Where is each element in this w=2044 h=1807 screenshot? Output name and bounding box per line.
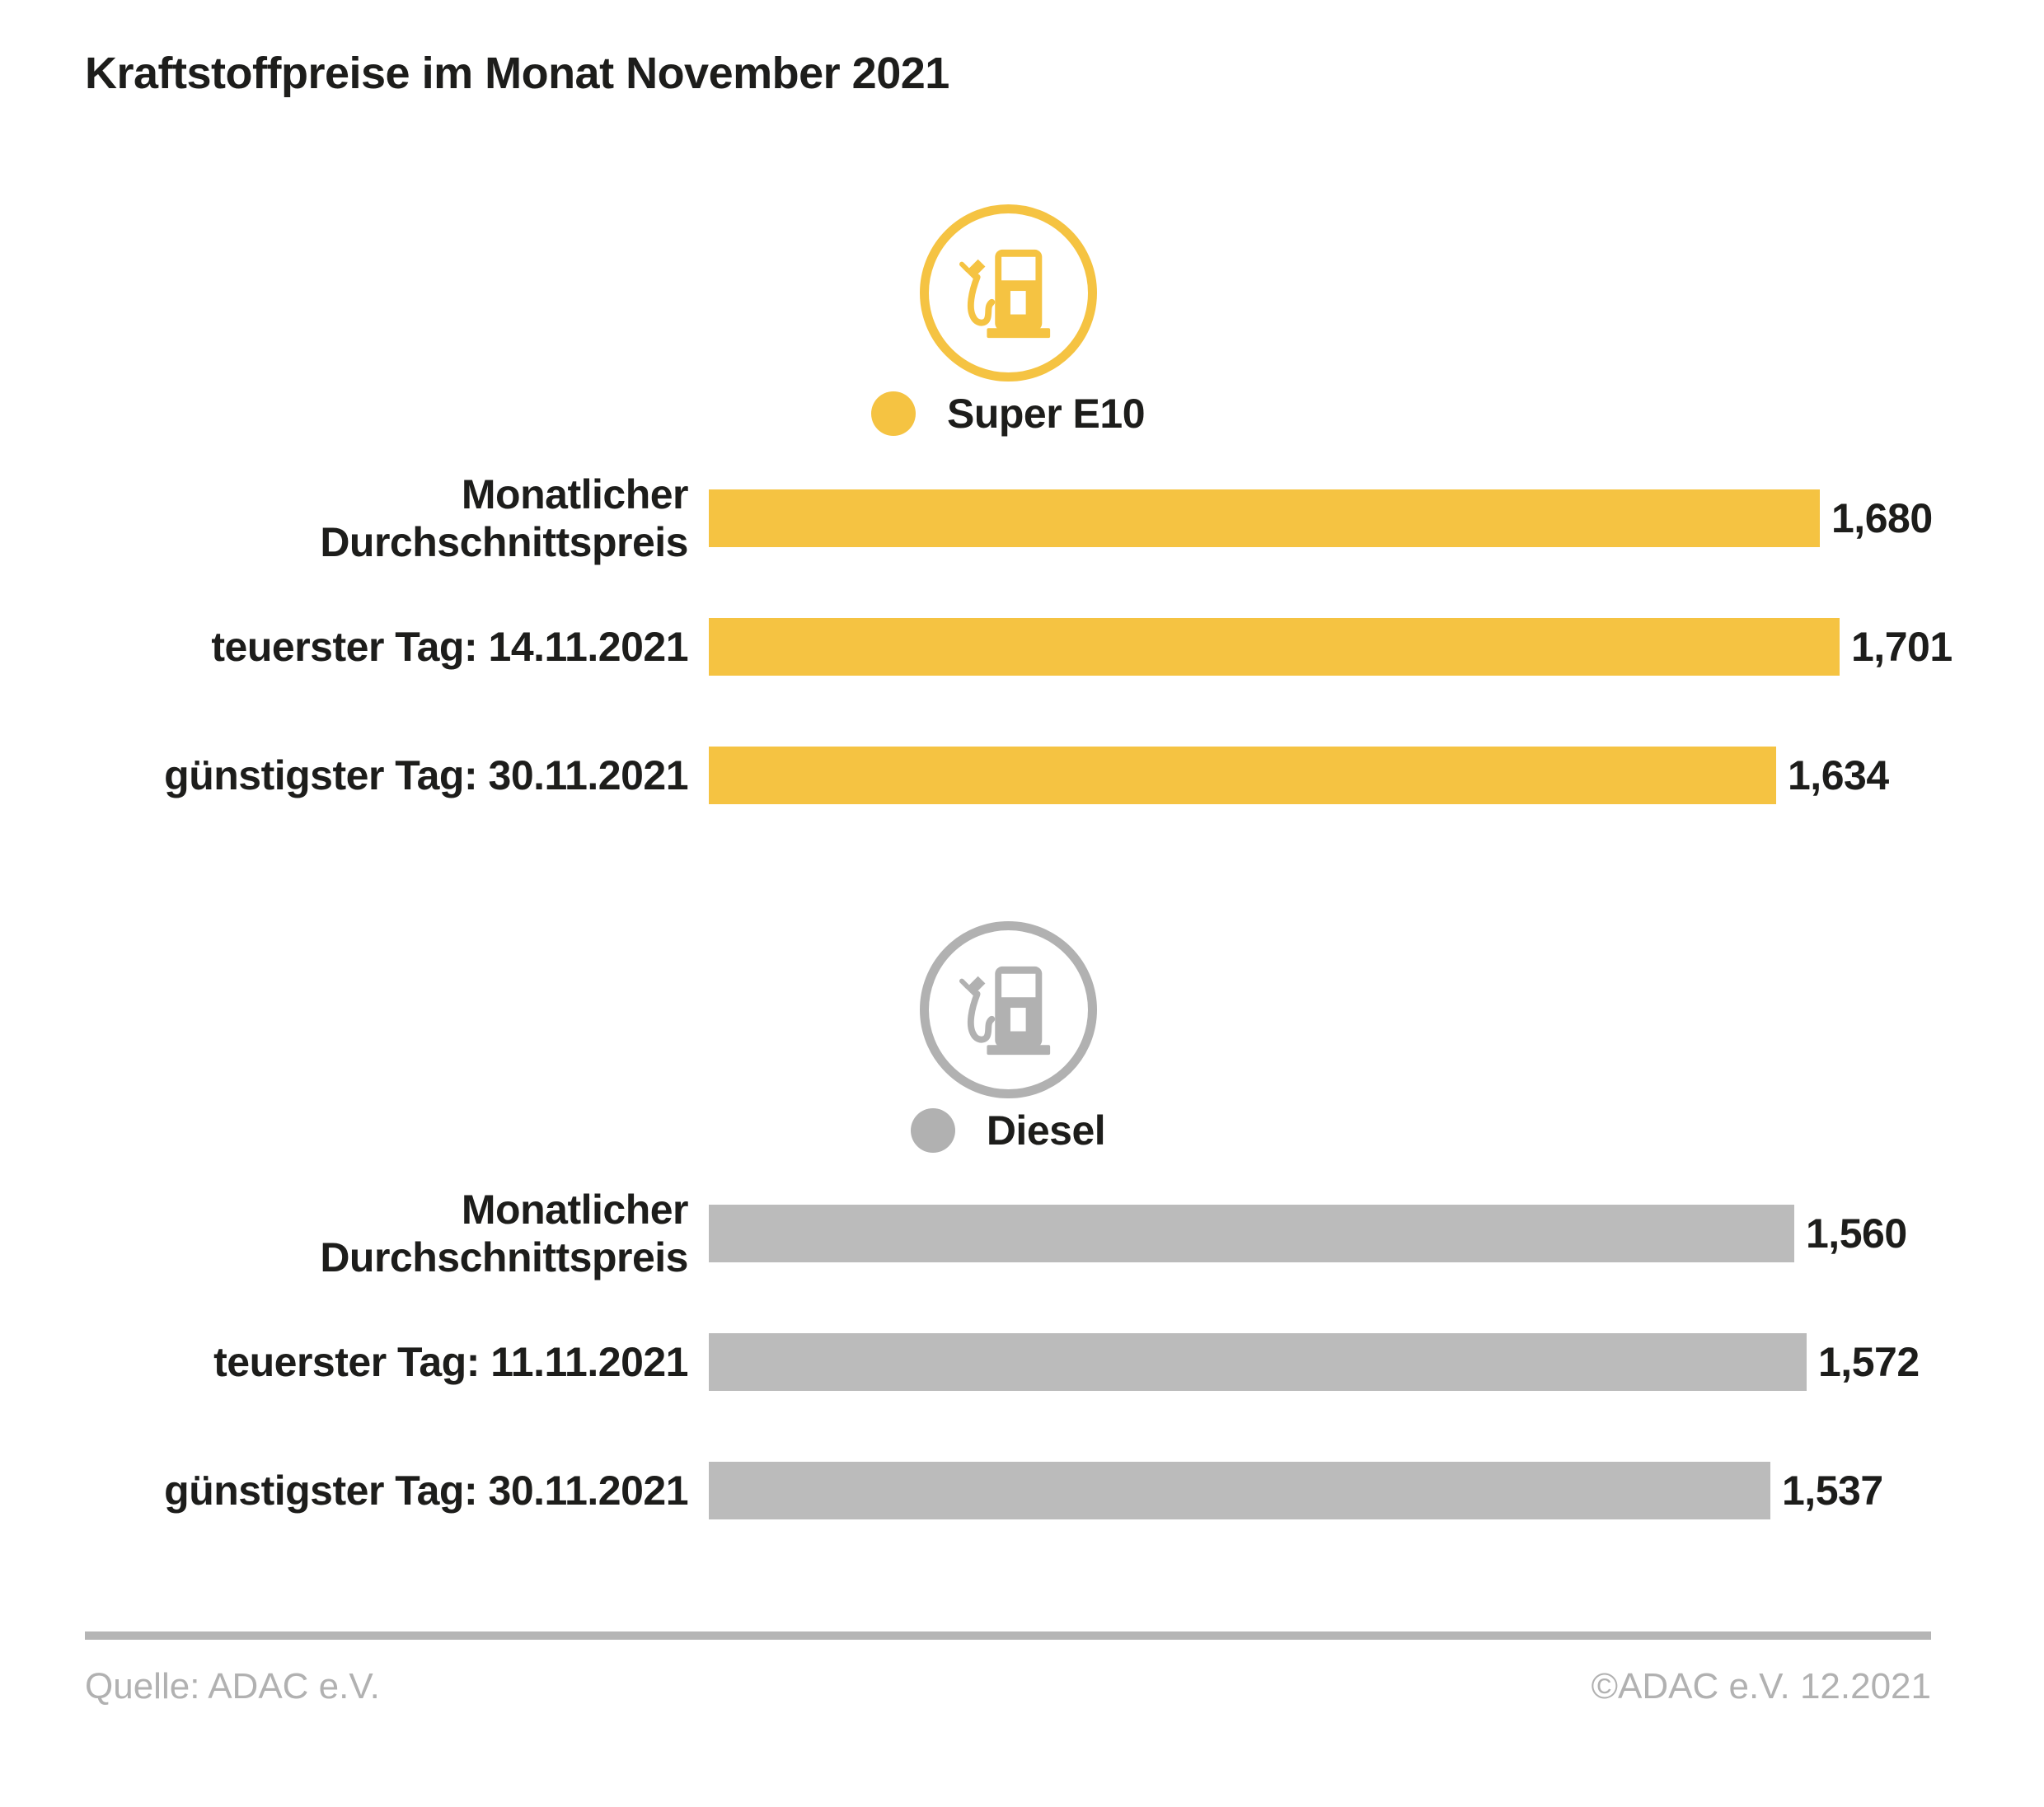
section-super-e10: Super E10 Monatlicher Durchschnittspreis… [85,204,1953,840]
legend-super-e10: Super E10 [85,390,1931,438]
legend-diesel: Diesel [85,1107,1931,1154]
bar-rows-diesel: Monatlicher Durchschnittspreis 1,560 teu… [85,1169,1931,1555]
bar-row: teuerster Tag: 14.11.2021 1,701 [85,583,1953,711]
bar-diesel-avg [709,1205,1794,1262]
fuel-pump-icon [959,249,1051,338]
legend-dot-super-e10 [870,391,916,436]
legend-dot-diesel [910,1108,955,1153]
fuel-pump-circle-diesel [919,921,1097,1098]
footer-divider [85,1631,1931,1640]
bar-diesel-max [709,1333,1807,1391]
bar-diesel-min [709,1462,1770,1519]
bar-track: 1,560 [709,1205,1931,1262]
page-title: Kraftstoffpreise im Monat November 2021 [85,49,949,98]
bar-value: 1,680 [1831,495,1933,541]
bar-track: 1,537 [709,1462,1931,1519]
footer: Quelle: ADAC e.V. ©ADAC e.V. 12.2021 [85,1666,1931,1707]
bar-super-min [709,747,1776,804]
bar-track: 1,634 [709,747,1931,804]
bar-label: teuerster Tag: 14.11.2021 [211,624,688,670]
footer-copyright: ©ADAC e.V. 12.2021 [1591,1666,1931,1706]
bar-super-avg [709,489,1820,547]
bar-row: günstigster Tag: 30.11.2021 1,634 [85,711,1931,840]
legend-label-super-e10: Super E10 [946,391,1146,437]
infographic-root: Kraftstoffpreise im Monat November 2021 … [0,48,2044,1707]
bar-track: 1,701 [709,618,1953,676]
fuel-pump-icon [959,966,1051,1055]
bar-row: Monatlicher Durchschnittspreis 1,680 [85,454,1933,583]
bar-label: günstigster Tag: 30.11.2021 [164,752,688,798]
bar-track: 1,572 [709,1333,1931,1391]
bar-label: teuerster Tag: 11.11.2021 [213,1339,688,1385]
bar-value: 1,701 [1851,624,1953,670]
bar-value: 1,572 [1818,1339,1920,1385]
bar-row: teuerster Tag: 11.11.2021 1,572 [85,1298,1931,1426]
bar-label: Monatlicher Durchschnittspreis [320,1187,688,1280]
bar-value: 1,537 [1782,1468,1883,1514]
bar-value: 1,560 [1806,1210,1907,1257]
bar-value: 1,634 [1788,752,1889,798]
bar-row: günstigster Tag: 30.11.2021 1,537 [85,1426,1931,1555]
fuel-pump-circle-super [919,204,1097,382]
bar-label: Monatlicher Durchschnittspreis [320,471,688,565]
legend-label-diesel: Diesel [986,1107,1106,1154]
footer-source: Quelle: ADAC e.V. [85,1666,380,1706]
bar-track: 1,680 [709,489,1933,547]
bar-label: günstigster Tag: 30.11.2021 [164,1468,688,1514]
bar-super-max [709,618,1840,676]
bar-rows-super-e10: Monatlicher Durchschnittspreis 1,680 teu… [85,454,1953,840]
section-diesel: Diesel Monatlicher Durchschnittspreis 1,… [85,921,1931,1555]
bar-row: Monatlicher Durchschnittspreis 1,560 [85,1169,1931,1298]
